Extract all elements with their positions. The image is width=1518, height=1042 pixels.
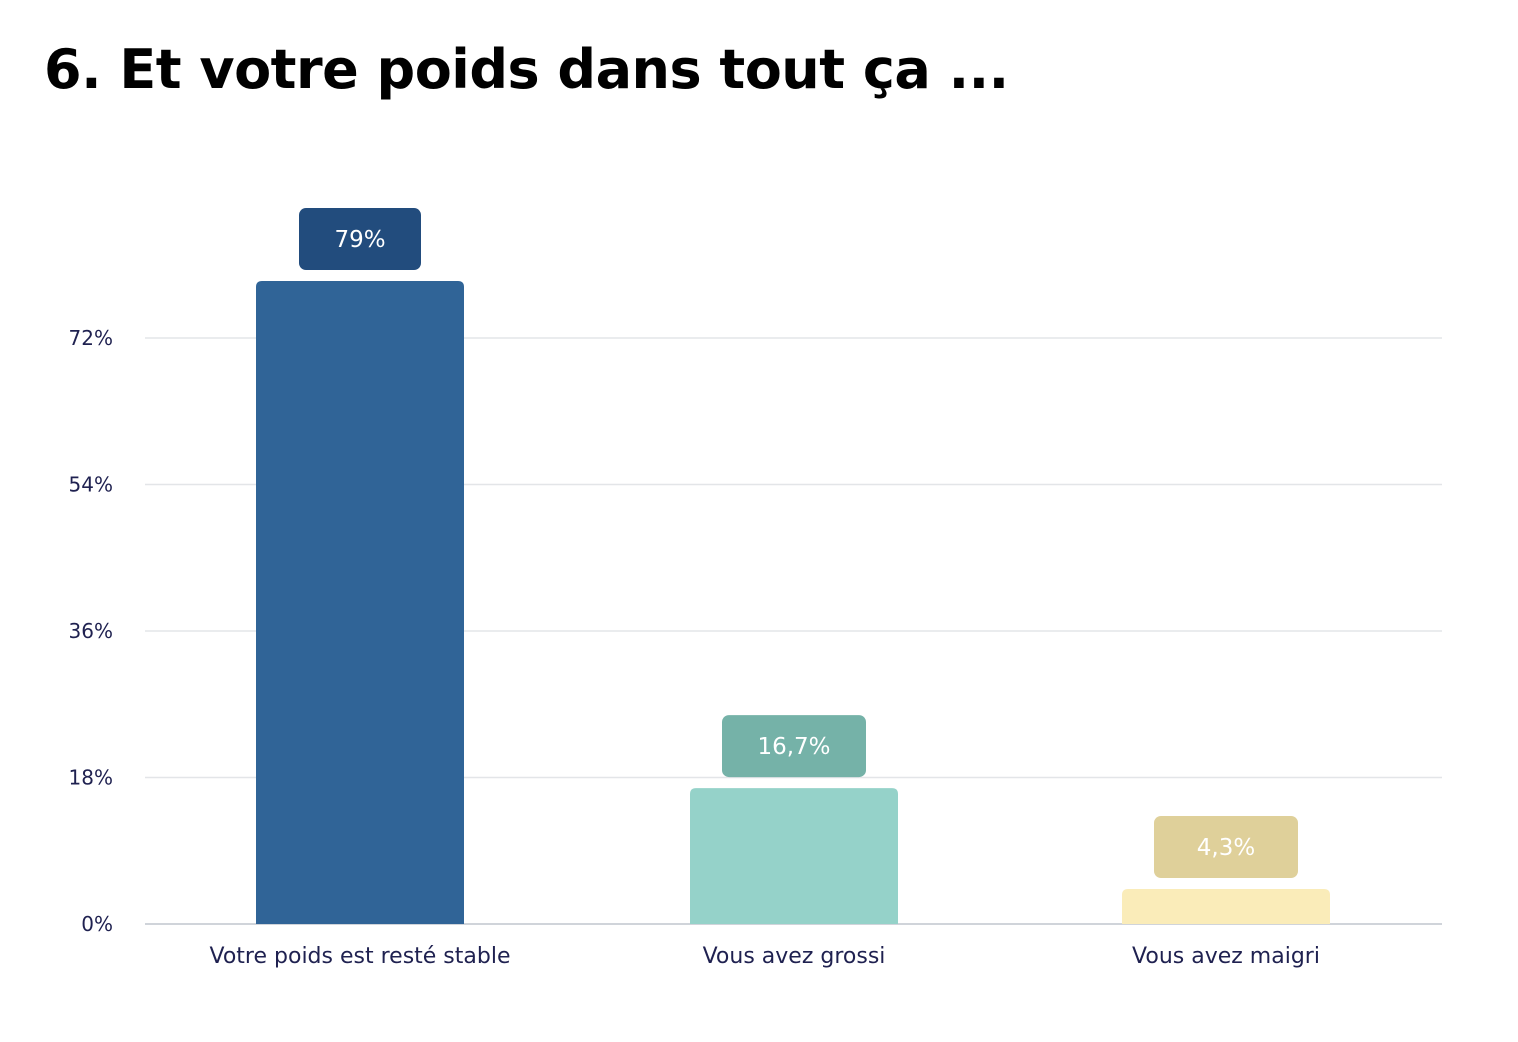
x-axis-categories: Votre poids est resté stable Vous avez gr… (210, 944, 1320, 969)
value-label-badge (299, 208, 421, 271)
value-label-badge (1154, 816, 1298, 879)
value-label: 16,7% (757, 734, 830, 760)
x-category-label: Vous avez maigri (1132, 944, 1320, 969)
y-tick-label: 72% (69, 326, 113, 350)
value-label: 79% (334, 227, 385, 253)
value-label-badge (722, 715, 866, 778)
y-axis-ticks: 0% 18% 36% 54% 72% (69, 326, 113, 936)
x-category-label: Votre poids est resté stable (210, 944, 511, 969)
value-label: 4,3% (1197, 835, 1255, 861)
page-title: 6. Et votre poids dans tout ça ... (44, 38, 1009, 101)
bar (690, 788, 898, 924)
y-tick-label: 36% (69, 619, 113, 643)
y-tick-label: 0% (81, 912, 113, 936)
bar (256, 281, 464, 924)
y-tick-label: 54% (69, 473, 113, 497)
x-category-label: Vous avez grossi (703, 944, 886, 969)
bar (1122, 889, 1330, 924)
value-labels: 79% 16,7% 4,3% (299, 208, 1298, 879)
bars (256, 281, 1330, 924)
y-tick-label: 18% (69, 766, 113, 790)
